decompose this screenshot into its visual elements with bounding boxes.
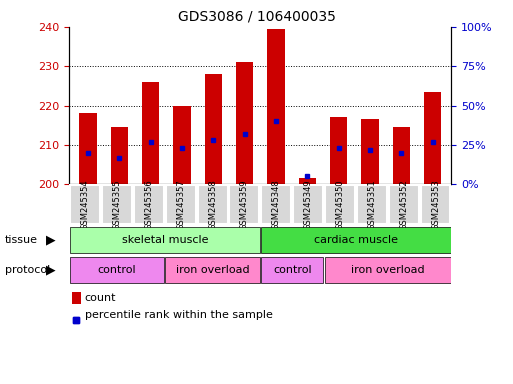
Text: GSM245349: GSM245349 bbox=[304, 179, 312, 230]
Text: GSM245350: GSM245350 bbox=[336, 179, 344, 230]
Text: iron overload: iron overload bbox=[351, 265, 425, 275]
Text: ▶: ▶ bbox=[46, 234, 56, 247]
Bar bbox=[70, 185, 100, 224]
Text: GDS3086 / 106400035: GDS3086 / 106400035 bbox=[177, 10, 336, 23]
Bar bbox=[261, 185, 291, 224]
Bar bbox=[111, 127, 128, 184]
Text: GSM245355: GSM245355 bbox=[112, 179, 122, 230]
Bar bbox=[166, 185, 195, 224]
Text: GSM245356: GSM245356 bbox=[144, 179, 153, 230]
Text: tissue: tissue bbox=[5, 235, 38, 245]
Bar bbox=[205, 74, 222, 184]
Text: protocol: protocol bbox=[5, 265, 50, 275]
Text: GSM245359: GSM245359 bbox=[240, 179, 249, 230]
Bar bbox=[424, 92, 441, 184]
Bar bbox=[165, 257, 260, 283]
Bar bbox=[70, 257, 164, 283]
Bar bbox=[80, 113, 96, 184]
Bar bbox=[393, 127, 410, 184]
Text: cardiac muscle: cardiac muscle bbox=[314, 235, 398, 245]
Bar bbox=[325, 185, 355, 224]
Bar bbox=[389, 185, 419, 224]
Text: GSM245351: GSM245351 bbox=[367, 179, 377, 230]
Bar bbox=[198, 185, 228, 224]
Bar bbox=[299, 179, 316, 184]
Bar bbox=[229, 185, 260, 224]
Bar bbox=[293, 185, 323, 224]
Text: GSM245353: GSM245353 bbox=[431, 179, 440, 230]
Text: skeletal muscle: skeletal muscle bbox=[122, 235, 208, 245]
Bar bbox=[70, 227, 260, 253]
Text: GSM245348: GSM245348 bbox=[272, 179, 281, 230]
Bar bbox=[267, 29, 285, 184]
Text: iron overload: iron overload bbox=[176, 265, 249, 275]
Text: count: count bbox=[85, 293, 116, 303]
Bar bbox=[134, 185, 164, 224]
Bar bbox=[325, 257, 451, 283]
Bar bbox=[330, 118, 347, 184]
Bar bbox=[421, 185, 450, 224]
Bar bbox=[261, 257, 323, 283]
Bar bbox=[142, 82, 160, 184]
Bar bbox=[102, 185, 132, 224]
Text: GSM245354: GSM245354 bbox=[81, 179, 90, 230]
Text: GSM245357: GSM245357 bbox=[176, 179, 185, 230]
Text: GSM245352: GSM245352 bbox=[399, 179, 408, 230]
Text: ▶: ▶ bbox=[46, 264, 56, 276]
Bar bbox=[236, 62, 253, 184]
Bar bbox=[173, 106, 191, 184]
Bar bbox=[261, 227, 451, 253]
Text: control: control bbox=[273, 265, 311, 275]
Bar bbox=[361, 119, 379, 184]
Bar bbox=[357, 185, 387, 224]
Text: percentile rank within the sample: percentile rank within the sample bbox=[85, 310, 272, 320]
Text: GSM245358: GSM245358 bbox=[208, 179, 217, 230]
Text: control: control bbox=[97, 265, 136, 275]
